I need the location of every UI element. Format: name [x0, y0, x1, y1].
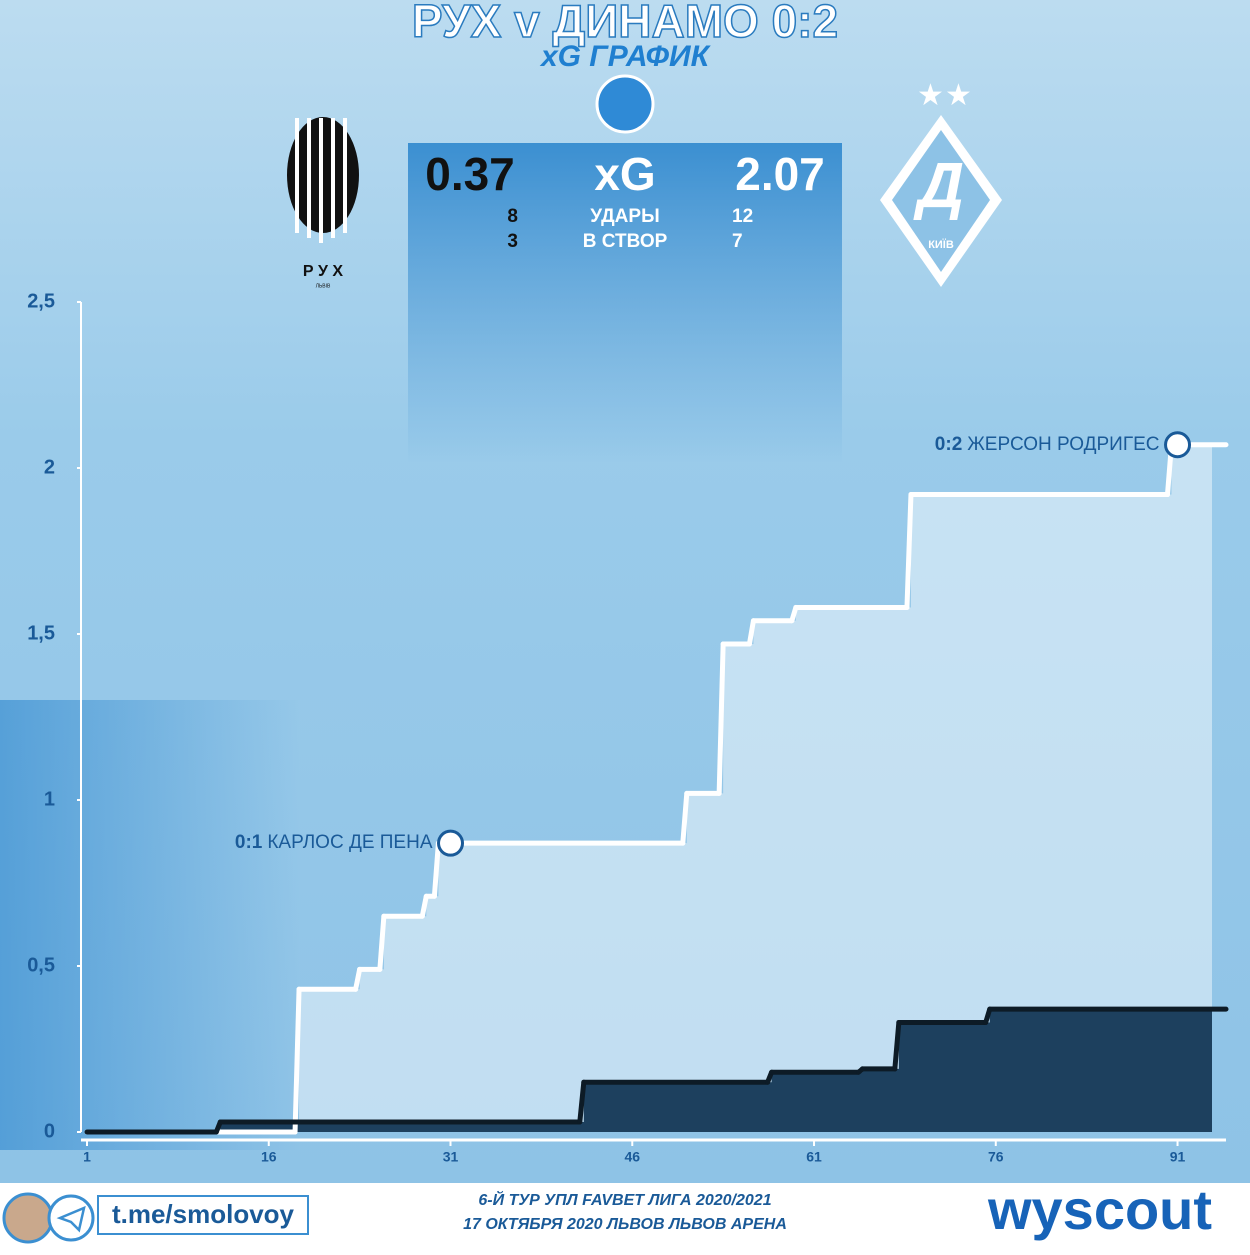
home-on-target: 3 [507, 231, 518, 252]
telegram-arrow [56, 1205, 86, 1233]
x-tick-label: 91 [1170, 1149, 1186, 1165]
y-tick-label: 0,5 [27, 954, 55, 976]
step-riser [353, 966, 363, 992]
y-tick-label: 2 [44, 456, 55, 478]
footer-line2: 17 ОКТЯБРЯ 2020 ЛЬВОВ ЛЬВОВ АРЕНА [463, 1216, 787, 1233]
avatar [2, 1192, 54, 1244]
shade [0, 700, 300, 1150]
step-riser [377, 913, 387, 972]
step-riser [716, 641, 726, 796]
subtitle: xG ГРАФИК [539, 40, 712, 73]
step-riser [431, 840, 441, 899]
x-tick-label: 1 [83, 1149, 91, 1165]
xg-label: xG [594, 148, 655, 200]
home-logo [287, 117, 359, 243]
x-tick-label: 61 [806, 1149, 822, 1165]
goal-score: 0:2 [935, 434, 962, 455]
step-riser [292, 986, 302, 1135]
step-riser [904, 492, 914, 610]
goal-marker [437, 829, 465, 857]
goal-label: 0:2 ЖЕРСОН РОДРИГЕС [935, 434, 1160, 455]
home-name: Р У Х [303, 263, 344, 280]
y-tick-label: 2,5 [27, 290, 55, 312]
goal-marker [1164, 431, 1192, 459]
y-tick-label: 1,5 [27, 622, 55, 644]
handle-box[interactable] [97, 1195, 309, 1235]
y-tick-label: 1 [44, 788, 55, 810]
home-xg: 0.37 [425, 148, 515, 200]
svg-text:Д: Д [913, 149, 964, 221]
telegram-icon [47, 1194, 95, 1242]
away-xg: 2.07 [735, 148, 825, 200]
x-tick-label: 46 [624, 1149, 640, 1165]
goal-scorer: ЖЕРСОН РОДРИГЕС [967, 434, 1159, 455]
league-logo [595, 74, 655, 134]
away-city: КИЇВ [928, 238, 954, 251]
shots-label: УДАРЫ [590, 206, 659, 227]
goal-score: 0:1 [235, 832, 263, 853]
area [87, 444, 1212, 1132]
brand: wyscout [987, 1178, 1212, 1241]
step-riser [419, 893, 429, 919]
on-target-label: В СТВОР [583, 231, 668, 252]
footer-line1: 6-Й ТУР УПЛ FAVBET ЛИГА 2020/2021 [478, 1189, 771, 1209]
goal-scorer: КАРЛОС ДЕ ПЕНА [267, 832, 432, 853]
step-riser [577, 1079, 587, 1125]
step-riser [680, 790, 690, 846]
area [87, 1009, 1212, 1132]
goal-label: 0:1 КАРЛОС ДЕ ПЕНА [235, 832, 433, 853]
x-tick-label: 76 [988, 1149, 1004, 1165]
stats-box [408, 143, 842, 463]
handle[interactable]: t.me/smolovoy [112, 1199, 295, 1229]
step-riser [892, 1019, 902, 1072]
home-shots: 8 [507, 206, 518, 227]
away-shots: 12 [732, 206, 753, 227]
svg-text:★: ★ [917, 79, 944, 112]
home-city: ЛЬВІВ [316, 283, 331, 289]
x-tick-label: 31 [443, 1149, 459, 1165]
away-on-target: 7 [732, 231, 743, 252]
step-riser [746, 618, 756, 647]
x-tick-label: 16 [261, 1149, 277, 1165]
svg-text:★: ★ [945, 79, 972, 112]
title: РУХ v ДИНАМО 0:2 [412, 0, 838, 47]
y-tick-label: 0 [44, 1120, 55, 1142]
away-logo: Д ★ ★ [880, 79, 1002, 287]
plot: 0 0,5 1 1,5 2 2,5 1 16 31 46 61 76 91 0:1 КАРЛОС ДЕ ПЕ… [27, 290, 1229, 1165]
